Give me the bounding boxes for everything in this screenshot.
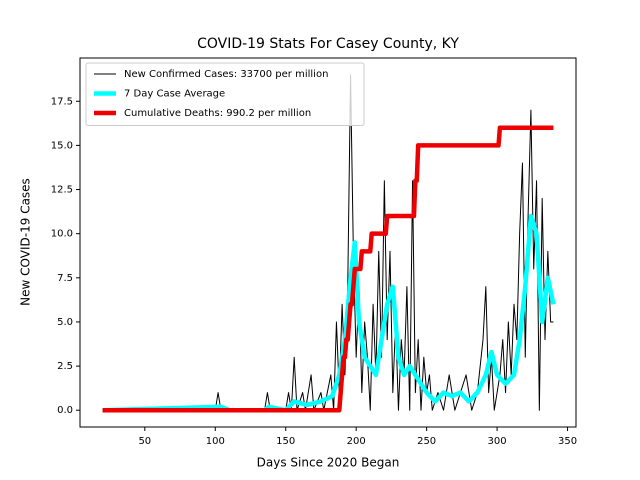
legend-label: New Confirmed Cases: 33700 per million bbox=[124, 69, 328, 80]
x-tick-label: 50 bbox=[138, 436, 151, 447]
x-tick-label: 150 bbox=[276, 436, 295, 447]
x-tick-label: 250 bbox=[417, 436, 436, 447]
y-tick-label: 0.0 bbox=[57, 405, 73, 416]
legend-label: Cumulative Deaths: 990.2 per million bbox=[124, 108, 311, 119]
y-tick-label: 5.0 bbox=[57, 317, 73, 328]
series-line bbox=[102, 74, 554, 411]
x-tick-label: 300 bbox=[488, 436, 507, 447]
chart-title: COVID-19 Stats For Casey County, KY bbox=[197, 36, 459, 52]
y-tick-label: 17.5 bbox=[51, 96, 73, 107]
y-tick-label: 15.0 bbox=[51, 140, 73, 151]
x-axis-label: Days Since 2020 Began bbox=[257, 456, 400, 470]
legend: New Confirmed Cases: 33700 per million 7 … bbox=[85, 62, 365, 126]
plot-frame bbox=[79, 57, 577, 428]
legend-label: 7 Day Case Average bbox=[124, 89, 225, 100]
y-axis-label: New COVID-19 Cases bbox=[19, 178, 33, 306]
series-line bbox=[102, 213, 556, 413]
y-tick-label: 7.5 bbox=[57, 273, 73, 284]
y-tick-label: 10.0 bbox=[51, 229, 73, 240]
x-tick-label: 350 bbox=[558, 436, 577, 447]
series-line bbox=[102, 125, 554, 413]
y-tick-label: 12.5 bbox=[51, 185, 73, 196]
y-tick-label: 2.5 bbox=[57, 361, 73, 372]
x-tick-label: 100 bbox=[206, 436, 225, 447]
legend-box bbox=[85, 62, 365, 126]
x-tick-label: 200 bbox=[347, 436, 366, 447]
